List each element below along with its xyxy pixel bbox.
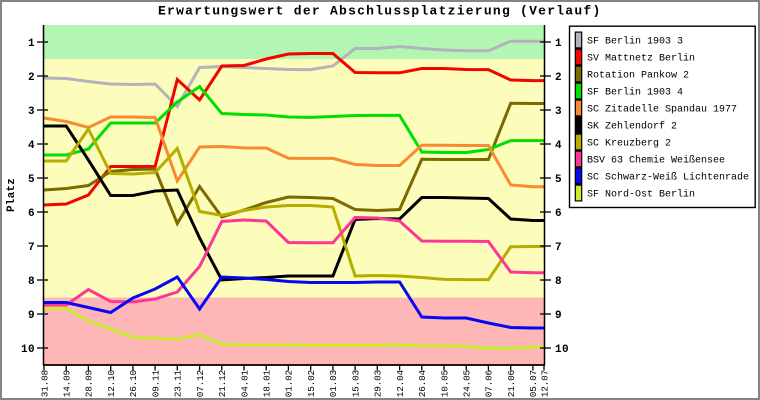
svg-text:1: 1	[28, 38, 35, 50]
svg-text:7: 7	[555, 242, 562, 254]
svg-text:12.07: 12.07	[539, 370, 550, 397]
svg-text:01.03: 01.03	[328, 369, 339, 397]
svg-text:Rotation Pankow 2: Rotation Pankow 2	[587, 70, 689, 82]
svg-text:10: 10	[21, 344, 35, 356]
svg-text:5: 5	[28, 174, 35, 186]
svg-text:6: 6	[555, 208, 562, 220]
svg-text:8: 8	[555, 276, 562, 288]
svg-text:31.08: 31.08	[39, 369, 50, 397]
svg-text:21.06: 21.06	[506, 369, 517, 397]
svg-text:14.09: 14.09	[62, 370, 73, 397]
svg-text:28.09: 28.09	[84, 370, 95, 397]
svg-text:05.07: 05.07	[528, 370, 539, 397]
svg-text:21.12: 21.12	[217, 370, 228, 397]
svg-text:9: 9	[555, 310, 562, 322]
svg-text:BSV 63 Chemie Weißensee: BSV 63 Chemie Weißensee	[587, 155, 725, 167]
svg-text:Platz: Platz	[6, 178, 18, 212]
svg-text:6: 6	[28, 208, 35, 220]
svg-text:04.01: 04.01	[239, 369, 250, 397]
svg-text:29.03: 29.03	[373, 369, 384, 397]
svg-text:Erwartungswert der Abschlusspl: Erwartungswert der Abschlussplatzierung …	[158, 4, 602, 19]
svg-text:4: 4	[555, 140, 562, 152]
svg-text:23.11: 23.11	[173, 369, 184, 397]
svg-text:9: 9	[28, 310, 35, 322]
svg-text:15.03: 15.03	[350, 369, 361, 397]
svg-text:SF Nord-Ost Berlin: SF Nord-Ost Berlin	[587, 189, 695, 201]
svg-text:SK Zehlendorf 2: SK Zehlendorf 2	[587, 121, 677, 133]
svg-text:12.04: 12.04	[395, 369, 406, 397]
svg-text:SC Schwarz-Weiß Lichtenrade: SC Schwarz-Weiß Lichtenrade	[587, 172, 749, 184]
svg-text:15.02: 15.02	[306, 370, 317, 397]
svg-text:SF Berlin 1903 3: SF Berlin 1903 3	[587, 36, 683, 48]
svg-text:3: 3	[28, 106, 35, 118]
svg-text:SV Mattnetz Berlin: SV Mattnetz Berlin	[587, 53, 695, 65]
svg-text:10: 10	[555, 344, 569, 356]
svg-text:26.10: 26.10	[128, 369, 139, 397]
svg-text:12.10: 12.10	[106, 369, 117, 397]
svg-text:7: 7	[28, 242, 35, 254]
svg-text:07.12: 07.12	[195, 370, 206, 397]
svg-text:2: 2	[28, 72, 35, 84]
svg-text:4: 4	[28, 140, 35, 152]
svg-text:24.05: 24.05	[462, 369, 473, 397]
svg-text:8: 8	[28, 276, 35, 288]
svg-text:SC Kreuzberg 2: SC Kreuzberg 2	[587, 138, 671, 150]
svg-text:3: 3	[555, 106, 562, 118]
svg-text:09.11: 09.11	[150, 369, 161, 397]
svg-text:SC Zitadelle Spandau 1977: SC Zitadelle Spandau 1977	[587, 104, 737, 116]
svg-text:SF Berlin 1903 4: SF Berlin 1903 4	[587, 87, 683, 99]
svg-text:01.02: 01.02	[284, 370, 295, 397]
svg-text:18.01: 18.01	[262, 369, 273, 397]
svg-text:2: 2	[555, 72, 562, 84]
svg-text:26.04: 26.04	[417, 369, 428, 397]
svg-text:07.06: 07.06	[484, 369, 495, 397]
svg-text:10.05: 10.05	[439, 369, 450, 397]
svg-text:1: 1	[555, 38, 562, 50]
svg-text:5: 5	[555, 174, 562, 186]
